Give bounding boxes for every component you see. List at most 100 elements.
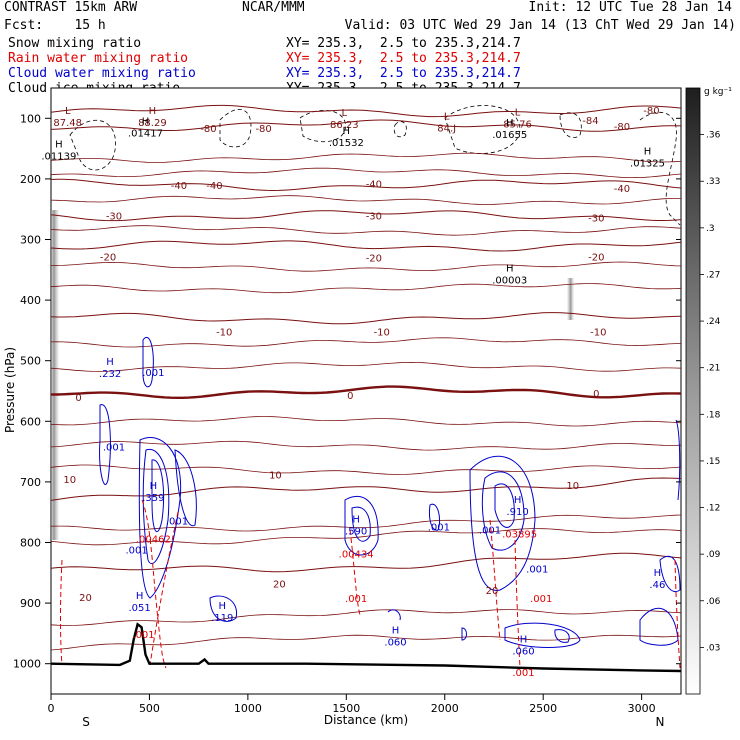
colorbar-unit: g kg⁻¹ xyxy=(704,87,732,97)
plot-frame xyxy=(50,87,682,695)
shaded-ice-region-mid xyxy=(567,278,574,320)
isotherm-label: 10 xyxy=(269,471,282,482)
extremum-value: .051 xyxy=(128,603,150,614)
isotherm-label: -10 xyxy=(590,328,606,339)
extremum-marker: H xyxy=(654,568,662,579)
extremum-marker: H xyxy=(352,515,360,526)
extremum-value: .060 xyxy=(384,637,406,648)
terrain-line xyxy=(51,622,681,673)
isotherm-line xyxy=(51,514,681,532)
isotherm-line xyxy=(51,152,681,163)
cloud-ice-contours xyxy=(69,105,681,226)
y-tick-label: 300 xyxy=(20,234,41,247)
x-tick-label: 2000 xyxy=(431,702,459,715)
isotherm-line xyxy=(51,552,681,573)
extremum-marker: H xyxy=(520,635,528,646)
isotherm-line xyxy=(51,634,681,651)
isotherm-label: -40 xyxy=(366,180,382,191)
extremum-value: .01325 xyxy=(630,159,665,170)
extremum-value: .119 xyxy=(211,613,233,624)
colorbar-tick-label: .33 xyxy=(706,177,720,187)
isotherm-line xyxy=(51,464,681,475)
isotherm-label: -20 xyxy=(588,252,604,263)
right-end-label: N xyxy=(656,715,665,729)
extremum-value: .001 xyxy=(479,525,501,536)
colorbar-tick-label: .36 xyxy=(706,131,721,141)
isotherm-label: -20 xyxy=(366,254,382,265)
y-tick-label: 900 xyxy=(20,597,41,610)
init-time: Init: 12 UTC Tue 28 Jan 14 xyxy=(528,0,733,15)
field-label-rain: Rain water mixing ratio xyxy=(8,51,189,66)
colorbar-tick-label: .03 xyxy=(706,643,720,653)
extremum-marker: H xyxy=(219,601,227,612)
extremum-marker: H xyxy=(136,591,144,602)
extremum-marker: H xyxy=(514,495,522,506)
colorbar-tick-label: .09 xyxy=(706,550,721,560)
valid-time: Valid: 03 UTC Wed 29 Jan 14 (13 ChT Wed … xyxy=(344,18,736,33)
producer-label: NCAR/MMM xyxy=(242,0,305,15)
isotherm-label: -10 xyxy=(374,328,390,339)
extremum-marker: H xyxy=(343,126,351,137)
isotherm-label: 20 xyxy=(486,586,499,597)
extremum-value: .910 xyxy=(506,507,528,518)
extremum-value: .00003 xyxy=(492,276,527,287)
y-axis-label: Pressure (hPa) xyxy=(3,347,17,433)
extremum-value: .001 xyxy=(142,368,164,379)
extremum-value: .001 xyxy=(126,545,148,556)
isotherm-label: -40 xyxy=(206,181,222,192)
extremum-marker: L xyxy=(342,108,348,119)
isotherm-label: -10 xyxy=(216,328,232,339)
isotherm-label: -30 xyxy=(106,211,122,222)
extremum-marker: H xyxy=(106,357,114,368)
isotherm-line xyxy=(51,477,681,501)
y-tick-label: 400 xyxy=(20,294,41,307)
y-tick-label: 1000 xyxy=(13,658,41,671)
isotherm-label: 10 xyxy=(566,481,579,492)
isotherm-label: -80 xyxy=(255,124,271,135)
isotherm-label: -84 xyxy=(582,116,598,127)
isotherm-line xyxy=(51,312,681,325)
extremum-value: .01417 xyxy=(128,128,163,139)
y-tick-label: 500 xyxy=(20,355,41,368)
extremum-value: .060 xyxy=(512,647,534,658)
cloud-water-contours xyxy=(99,337,681,648)
isotherm-line xyxy=(51,104,681,118)
x-axis-label: Distance (km) xyxy=(324,713,408,727)
extremum-value: .001 xyxy=(428,522,450,533)
extremum-marker: H xyxy=(142,116,150,127)
isotherm-line xyxy=(51,240,681,252)
extremum-value: .001 xyxy=(512,668,534,679)
x-tick-label: 500 xyxy=(139,702,160,715)
y-tick-label: 800 xyxy=(20,537,41,550)
rain-water-contours xyxy=(60,499,681,669)
extremum-value: .01655 xyxy=(492,130,527,141)
isotherm-label: -80 xyxy=(643,106,659,117)
isotherm-line xyxy=(51,440,681,451)
extremum-value: 84.J xyxy=(437,124,456,135)
extremum-value: .359 xyxy=(142,493,164,504)
colorbar-tick-label: .24 xyxy=(706,317,721,327)
isotherm-line xyxy=(51,167,681,179)
extremum-marker: H xyxy=(55,139,63,150)
isotherm-label: -30 xyxy=(588,214,604,225)
extremum-value: .590 xyxy=(345,527,367,538)
extremum-value: .001 xyxy=(103,442,125,453)
extremum-value: 85.76 xyxy=(503,119,532,130)
y-tick-label: 200 xyxy=(20,173,41,186)
isotherm-label: -80 xyxy=(200,124,216,135)
extremum-marker: L xyxy=(65,106,71,117)
extremum-value: .001 xyxy=(166,516,188,527)
isotherm-label: 0 xyxy=(75,393,81,404)
shaded-ice-region-left xyxy=(51,210,59,540)
isotherm-line xyxy=(51,195,681,205)
xy-range-rain: XY= 235.3, 2.5 to 235.3,214.7 xyxy=(286,51,521,66)
isotherm-label: 0 xyxy=(593,389,599,400)
colorbar-tick-label: .18 xyxy=(706,410,721,420)
extremum-marker: H xyxy=(644,147,652,158)
isotherm-line xyxy=(51,210,681,222)
x-tick-label: 1000 xyxy=(234,702,262,715)
model-title: CONTRAST 15km ARW xyxy=(4,0,138,15)
extremum-value: .03895 xyxy=(502,530,537,541)
isotherm-label: -20 xyxy=(100,252,116,263)
colorbar-tick-label: .27 xyxy=(706,270,720,280)
